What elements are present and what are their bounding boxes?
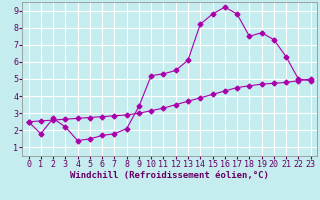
X-axis label: Windchill (Refroidissement éolien,°C): Windchill (Refroidissement éolien,°C) <box>70 171 269 180</box>
